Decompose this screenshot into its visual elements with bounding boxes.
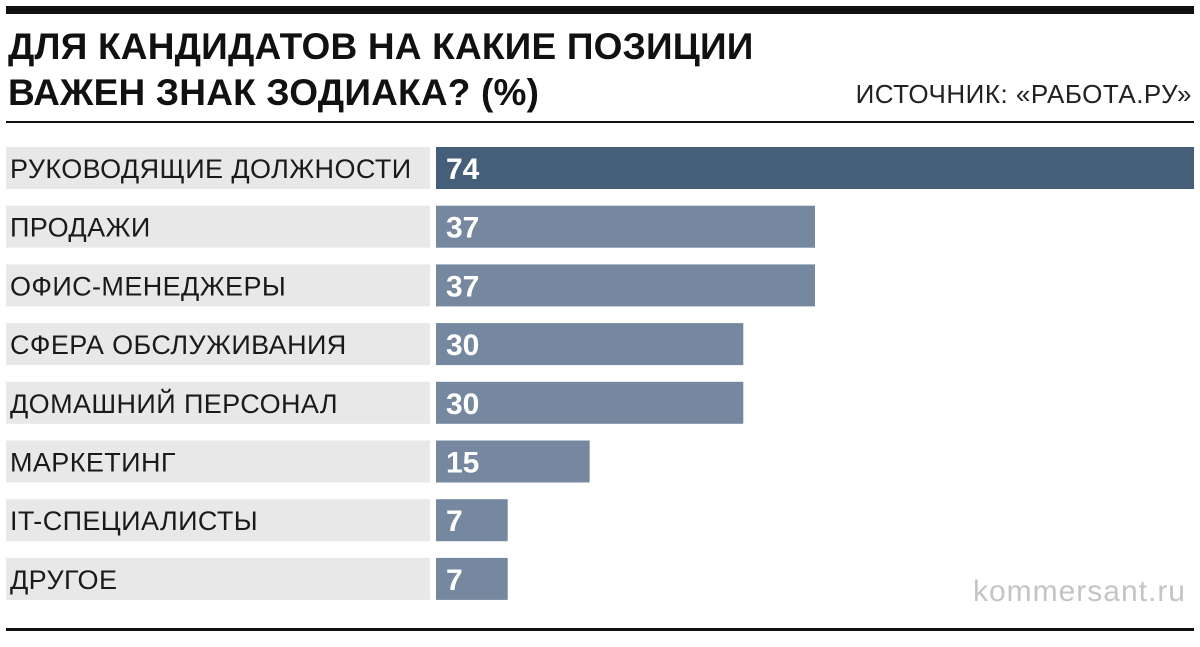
value-label: 30 bbox=[446, 388, 479, 421]
value-label: 30 bbox=[446, 329, 479, 362]
bar bbox=[436, 381, 744, 424]
category-label: ДРУГОЕ bbox=[10, 565, 117, 595]
top-rule bbox=[6, 6, 1194, 14]
bottom-rule bbox=[6, 628, 1194, 631]
category-label: РУКОВОДЯЩИЕ ДОЛЖНОСТИ bbox=[10, 154, 412, 184]
value-label: 37 bbox=[446, 270, 479, 303]
bar bbox=[436, 499, 508, 542]
bar bbox=[436, 323, 744, 366]
value-label: 7 bbox=[446, 505, 463, 538]
category-band bbox=[6, 499, 430, 542]
category-label: МАРКЕТИНГ bbox=[10, 448, 176, 478]
bar bbox=[436, 205, 815, 248]
category-band bbox=[6, 381, 430, 424]
header-divider bbox=[6, 121, 1194, 123]
chart-title: ДЛЯ КАНДИДАТОВ НА КАКИЕ ПОЗИЦИИ ВАЖЕН ЗН… bbox=[8, 26, 754, 113]
category-band bbox=[6, 557, 430, 600]
value-label: 15 bbox=[446, 447, 479, 480]
watermark: kommersant.ru bbox=[972, 575, 1186, 608]
bar bbox=[436, 557, 508, 600]
category-band bbox=[6, 147, 430, 189]
category-label: ПРОДАЖИ bbox=[10, 213, 151, 243]
category-band bbox=[6, 440, 430, 483]
category-label: ДОМАШНИЙ ПЕРСОНАЛ bbox=[10, 388, 338, 419]
bar bbox=[436, 264, 815, 307]
value-label: 74 bbox=[446, 153, 480, 186]
value-label: 37 bbox=[446, 212, 479, 245]
category-label: СФЕРА ОБСЛУЖИВАНИЯ bbox=[10, 330, 347, 360]
category-band bbox=[6, 205, 430, 248]
category-label: ОФИС-МЕНЕДЖЕРЫ bbox=[10, 271, 286, 301]
value-label: 7 bbox=[446, 564, 463, 597]
source-label: ИСТОЧНИК: «РАБОТА.РУ» bbox=[855, 79, 1192, 109]
category-label: IT-СПЕЦИАЛИСТЫ bbox=[10, 506, 258, 536]
bar bbox=[436, 440, 590, 483]
category-band bbox=[6, 323, 430, 366]
category-band bbox=[6, 264, 430, 307]
bar bbox=[436, 147, 1194, 189]
